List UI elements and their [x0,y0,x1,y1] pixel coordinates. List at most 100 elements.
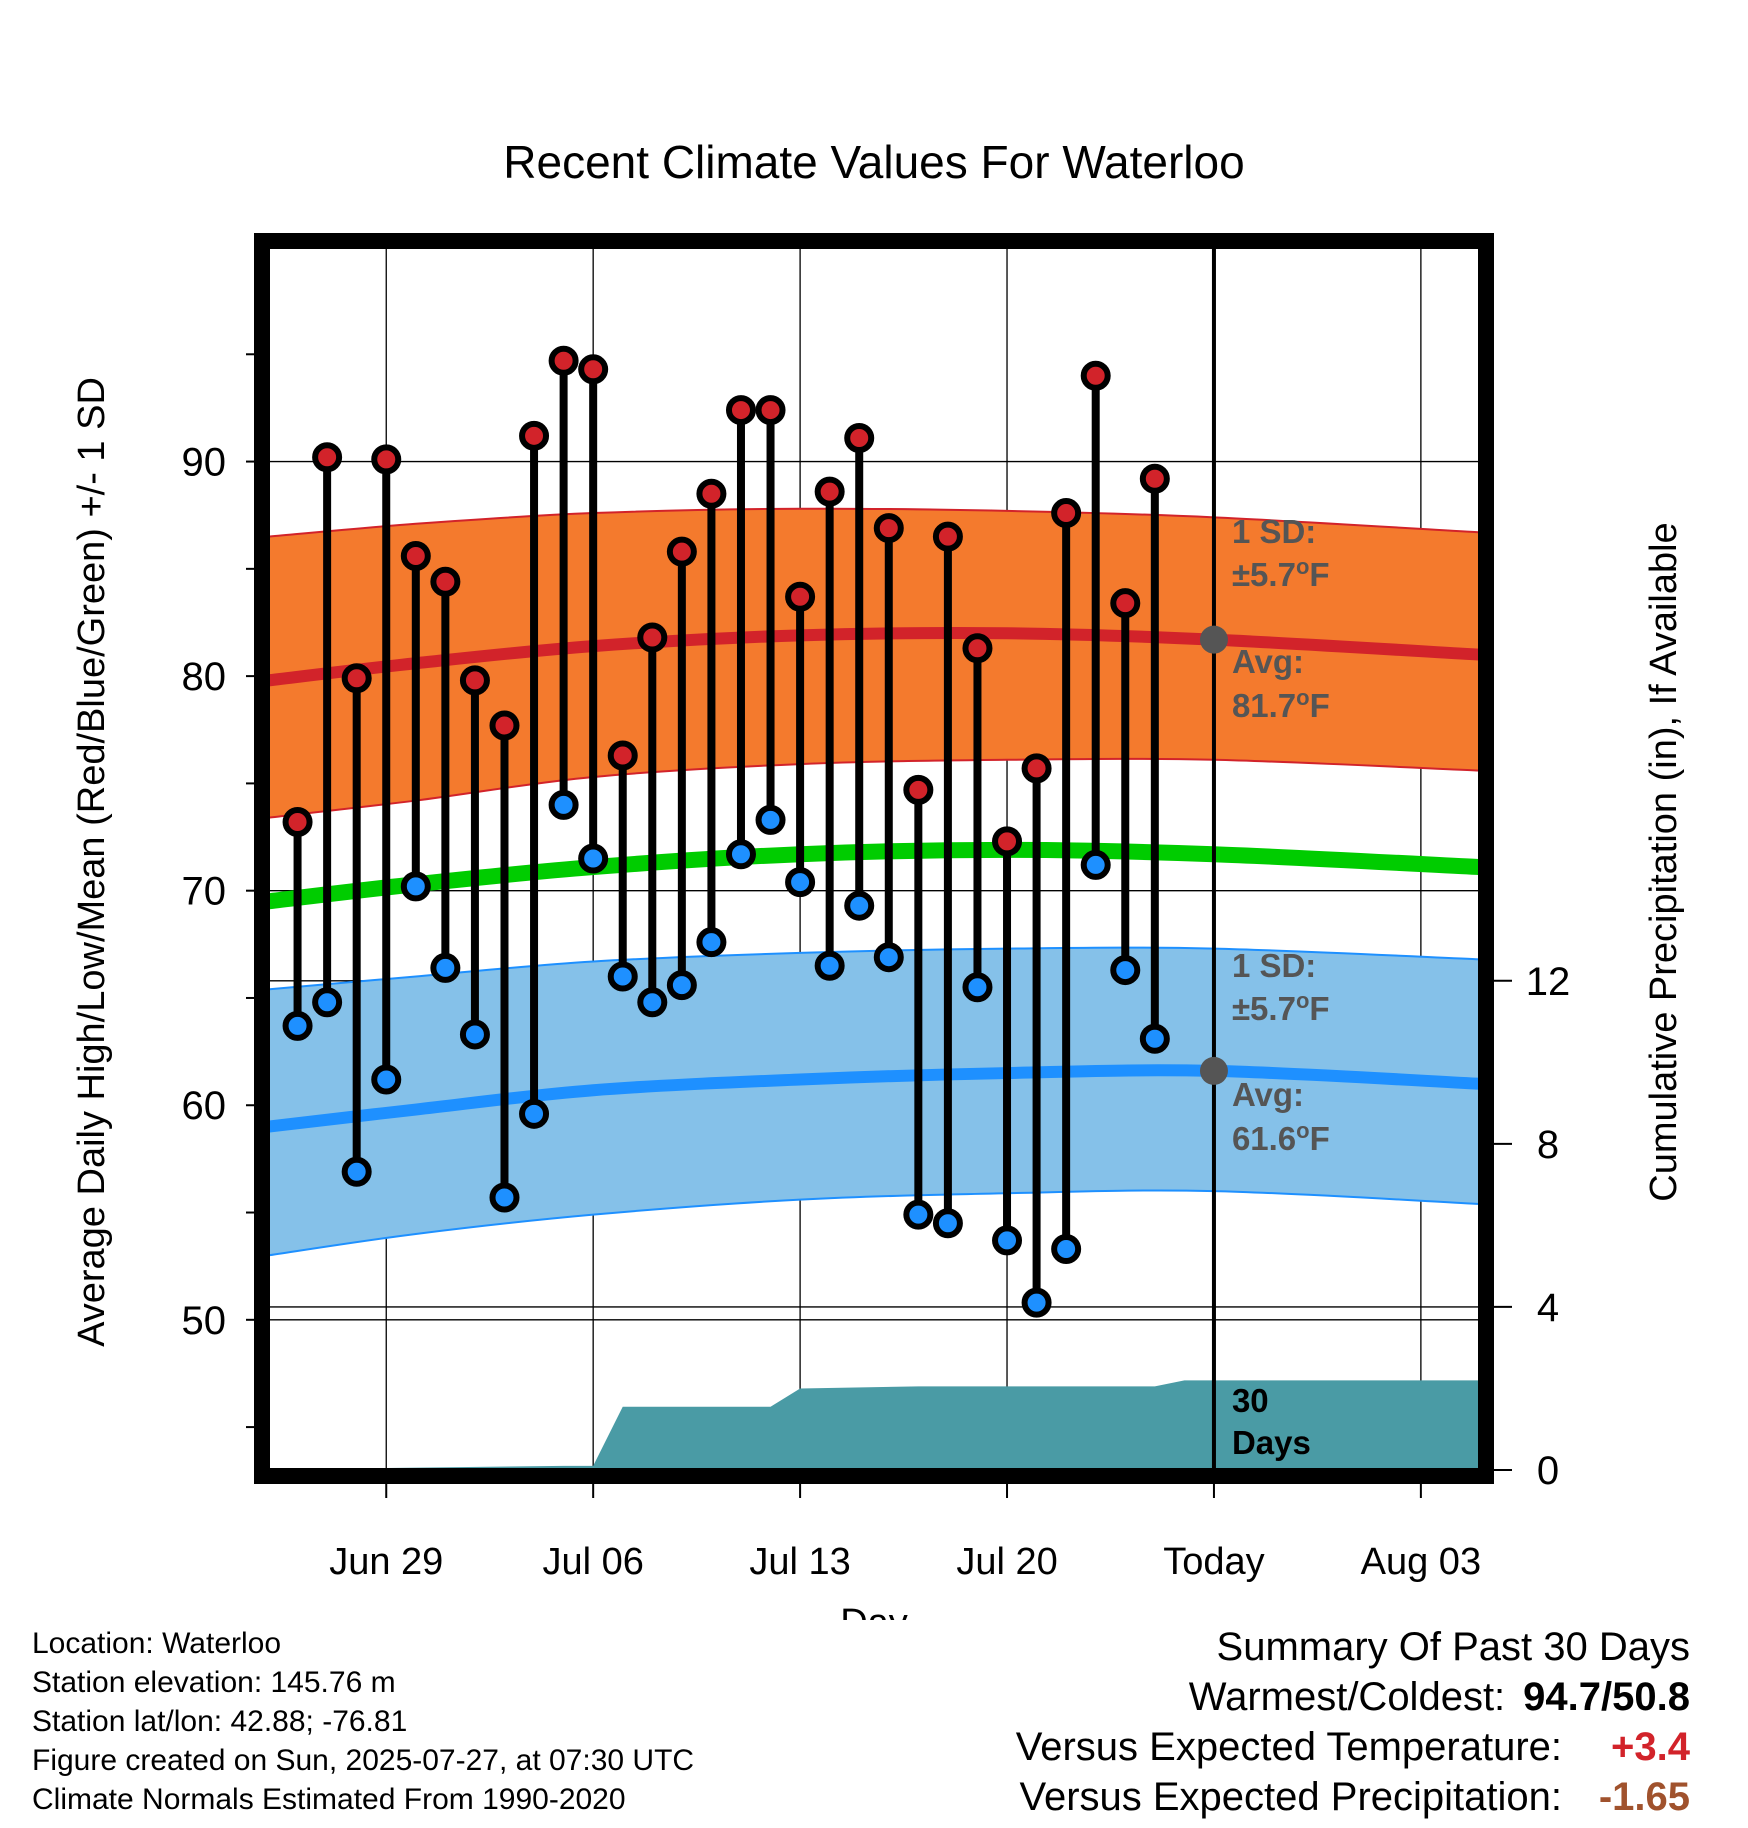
daily-high-point [519,420,550,451]
precip-row: Versus Expected Precipitation: -1.65 [1016,1772,1690,1822]
daily-high-point [607,740,638,771]
daily-low-point [489,1182,520,1213]
daily-low-point [992,1225,1023,1256]
x-tick-label: Jul 20 [956,1541,1057,1583]
precip-days-label: Days [1232,1424,1311,1461]
normal-low-line [268,1064,1480,1133]
daily-low-point [873,942,904,973]
daily-low-point [548,789,579,820]
low-avg-label: Avg: [1232,1076,1304,1113]
daily-high-point [785,581,816,612]
daily-low-point [696,927,727,958]
chart-title: Recent Climate Values For Waterloo [503,136,1244,188]
daily-low-point [341,1156,372,1187]
precip-days-label: 30 [1232,1382,1269,1419]
daily-high-point [1021,753,1052,784]
temp-row: Versus Expected Temperature: +3.4 [1016,1722,1690,1772]
daily-high-point [1110,588,1141,619]
daily-low-point [725,839,756,870]
daily-low-point [519,1098,550,1129]
high-sd-label: 1 SD: [1232,513,1316,550]
daily-low-point [1139,1023,1170,1054]
plot-area: 1 SD: ±5.7oF Avg: 81.7oF 1 SD: ±5.7oF Avg: 61.6… [268,0,1480,1470]
y-tick-label-left: 80 [182,655,227,699]
x-tick-label: Jun 29 [329,1541,443,1583]
y-tick-label-right: 0 [1537,1449,1559,1493]
plot-frame [254,233,1494,1484]
x-tick-label: Today [1163,1541,1264,1583]
daily-low-point [932,1208,963,1239]
daily-high-point [341,663,372,694]
warm-cold-value: 94.7/50.8 [1523,1675,1690,1719]
daily-high-point [932,521,963,552]
daily-high-point [666,536,697,567]
y-tick-label-right: 8 [1537,1123,1559,1167]
x-axis-label: Day [840,1602,908,1620]
daily-low-point [282,1010,313,1041]
daily-high-point [755,395,786,426]
today-low-avg-marker [1199,1056,1228,1085]
precip-area [268,1380,1480,1470]
daily-low-point [785,867,816,898]
daily-low-point [1021,1287,1052,1318]
daily-low-point [1172,0,1196,12]
daily-low-point [962,972,993,1003]
created-text: Figure created on Sun, 2025-07-27, at 07… [32,1744,695,1777]
y-tick-label-left: 50 [182,1299,227,1343]
daily-high-point [992,826,1023,857]
daily-high-point [725,395,756,426]
daily-high-point [814,476,845,507]
daily-high-point [430,566,461,597]
elevation-text: Station elevation: 145.76 m [32,1666,396,1699]
location-text: Location: Waterloo [32,1627,282,1660]
y-tick-label-left: 90 [182,441,227,485]
daily-high-point [400,540,431,571]
normals-text: Climate Normals Estimated From 1990-2020 [32,1783,626,1816]
high-avg-label: Avg: [1232,643,1304,680]
daily-low-point [814,950,845,981]
station-info: Location: Waterloo Station elevation: 14… [32,1624,694,1819]
low-sd-label: 1 SD: [1232,947,1316,984]
climate-chart: Recent Climate Values For Waterloo 1 SD:… [71,0,1685,1620]
summary-panel: Summary Of Past 30 Days Warmest/Coldest:… [1016,1622,1690,1822]
daily-high-point [1139,463,1170,494]
warm-cold-row: Warmest/Coldest: 94.7/50.8 [1016,1672,1690,1722]
y-tick-label-left: 60 [182,1084,227,1128]
daily-low-point [903,1199,934,1230]
daily-high-point [903,774,934,805]
x-tick-label: Aug 03 [1361,1541,1481,1583]
daily-high-point [578,354,609,385]
y-tick-label-left: 70 [182,870,227,914]
daily-high-point [962,633,993,664]
low-avg-value: 61.6oF [1232,1118,1330,1157]
daily-low-point [578,843,609,874]
precip-label: Versus Expected Precipitation: [1019,1775,1562,1819]
precip-value: -1.65 [1598,1775,1690,1819]
daily-low-point [371,1064,402,1095]
high-sd-band [268,507,1480,819]
daily-low-point [1110,955,1141,986]
temp-value: +3.4 [1611,1725,1690,1769]
daily-low-point [312,987,343,1018]
normal-mean-line [268,841,1480,910]
daily-high-point [548,345,579,376]
daily-high-point [1051,498,1082,529]
daily-high-point [282,807,313,838]
daily-low-point [637,987,668,1018]
daily-low-point [844,890,875,921]
daily-high-point [844,422,875,453]
x-tick-label: Jul 13 [749,1541,850,1583]
warm-cold-label: Warmest/Coldest: [1188,1675,1506,1719]
daily-low-point [400,871,431,902]
normal-high-line [268,626,1480,687]
latlon-text: Station lat/lon: 42.88; -76.81 [32,1705,408,1738]
daily-high-point [371,444,402,475]
daily-low-point [1080,849,1111,880]
today-high-avg-marker [1199,625,1228,654]
y-tick-label-right: 12 [1526,960,1571,1004]
daily-low-point [666,970,697,1001]
daily-high-point [1080,360,1111,391]
low-sd-value: ±5.7oF [1232,988,1330,1027]
daily-low-point [430,952,461,983]
daily-high-point [489,710,520,741]
